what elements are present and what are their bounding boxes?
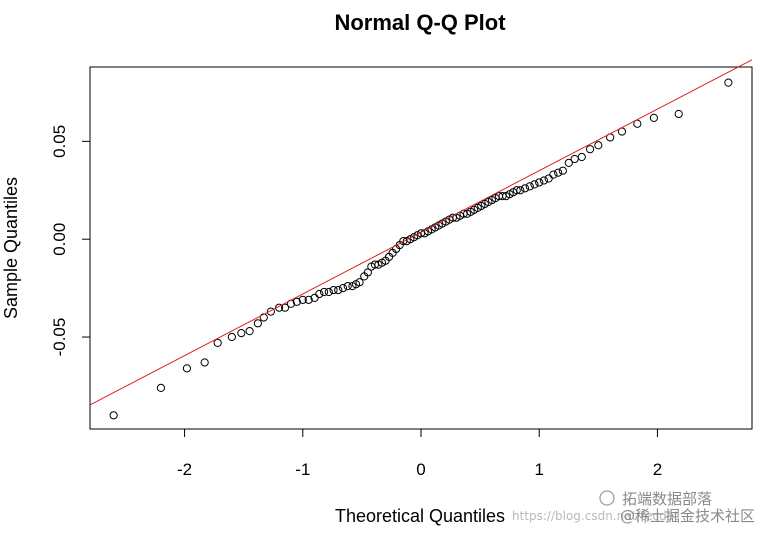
data-point	[315, 289, 324, 299]
wechat-icon	[599, 490, 615, 506]
watermark-community: @稀土掘金技术社区	[620, 507, 755, 525]
x-tick-label: 0	[416, 460, 425, 479]
x-tick-label: 2	[653, 460, 662, 479]
data-point	[530, 180, 539, 189]
data-point	[227, 332, 236, 342]
y-tick-label: 0.05	[50, 125, 69, 158]
data-point	[535, 178, 544, 187]
data-point	[539, 176, 549, 185]
data-point	[649, 113, 658, 122]
data-point	[266, 307, 275, 316]
data-point	[549, 170, 558, 179]
data-point	[156, 383, 166, 393]
data-point	[516, 186, 525, 195]
y-tick-label: 0.00	[50, 223, 69, 256]
y-axis: -0.05 0.00 0.05	[50, 125, 90, 357]
watermark-url: https://blog.csdn.net/tecdat	[512, 509, 679, 523]
data-point	[674, 109, 683, 119]
data-point	[724, 78, 733, 87]
data-point	[280, 303, 290, 312]
y-tick-label: -0.05	[50, 318, 69, 357]
data-point	[633, 119, 642, 128]
data-point	[182, 364, 192, 373]
data-point	[338, 284, 348, 293]
data-point	[292, 297, 301, 306]
data-point	[304, 295, 313, 304]
x-axis-label: Theoretical Quantiles	[335, 506, 505, 526]
data-point	[594, 141, 603, 150]
data-point	[512, 186, 521, 195]
y-axis-label: Sample Quantiles	[1, 177, 21, 319]
data-point	[319, 287, 329, 297]
data-point	[355, 278, 364, 287]
watermark: 拓端数据部落 https://blog.csdn.net/tecdat @稀土掘…	[512, 490, 755, 525]
data-point	[109, 411, 118, 420]
data-point	[237, 329, 246, 338]
data-point	[554, 168, 563, 177]
watermark-channel: 拓端数据部落	[622, 490, 712, 508]
data-point	[343, 282, 352, 291]
data-point	[525, 182, 534, 191]
data-point	[363, 268, 372, 277]
x-axis: -2 -1 0 1 2	[177, 429, 662, 479]
x-tick-label: 1	[534, 460, 543, 479]
data-point	[334, 285, 343, 295]
data-point	[585, 145, 595, 154]
x-tick-label: -2	[177, 460, 192, 479]
data-point	[245, 327, 254, 336]
data-point	[329, 285, 338, 295]
chart-title: Normal Q-Q Plot	[334, 10, 506, 35]
data-point	[253, 319, 262, 328]
points-layer	[109, 78, 733, 420]
x-tick-label: -1	[295, 460, 310, 479]
data-point	[298, 295, 307, 304]
data-point	[558, 166, 567, 175]
data-point	[200, 358, 209, 367]
data-point	[213, 338, 222, 348]
reference-line	[89, 59, 753, 406]
data-point	[577, 152, 586, 162]
data-point	[520, 184, 530, 193]
data-point	[564, 158, 573, 167]
data-point	[324, 287, 333, 297]
